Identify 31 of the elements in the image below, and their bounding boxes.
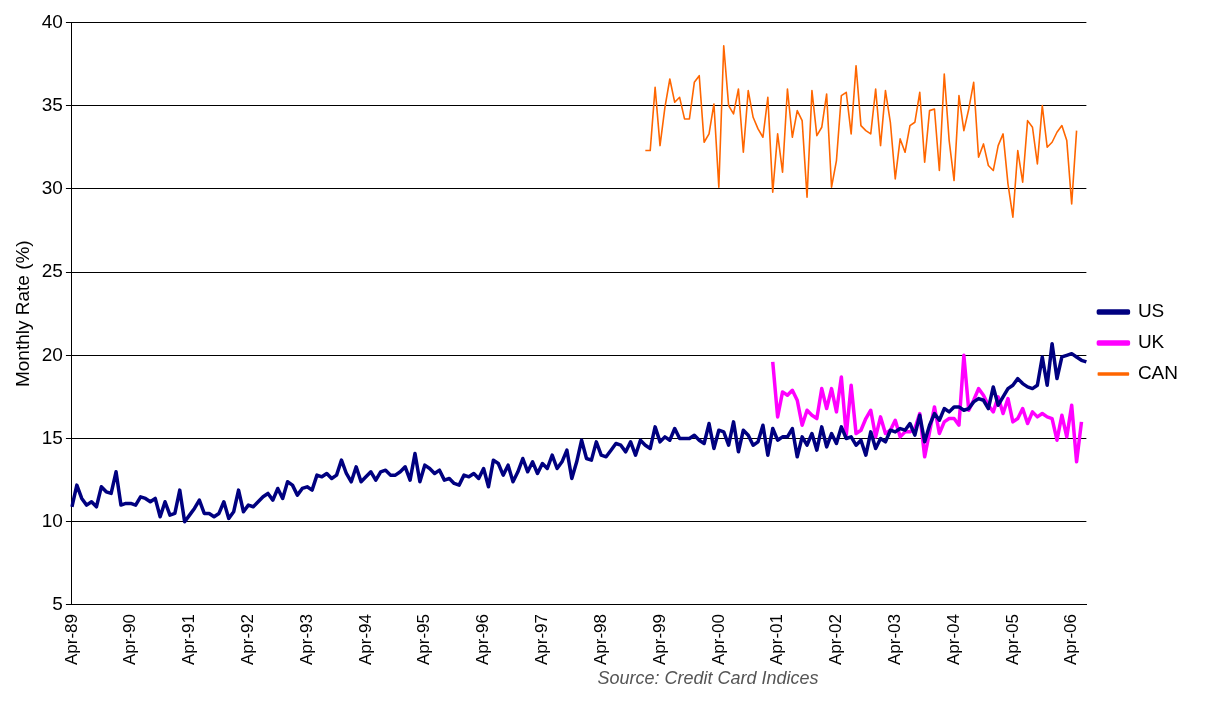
legend-label: CAN (1137, 362, 1179, 384)
x-tick-label: Apr-89 (61, 613, 81, 666)
y-tick-label: 30 (41, 177, 63, 199)
y-axis-title: Monthly Rate (%) (11, 240, 33, 388)
x-tick-label: Apr-04 (943, 613, 963, 666)
source-note: Source: Credit Card Indices (596, 668, 820, 689)
y-tick-label: 5 (52, 593, 63, 615)
x-tick-label: Apr-01 (767, 613, 787, 666)
x-tick-label: Apr-93 (296, 613, 316, 666)
y-tick-label: 20 (41, 343, 63, 365)
y-tick-label: 15 (41, 426, 63, 448)
x-tick-label: Apr-96 (473, 613, 493, 666)
y-tick-label: 35 (41, 93, 63, 115)
legend-label: US (1137, 300, 1165, 322)
x-tick-label: Apr-95 (414, 613, 434, 666)
x-tick-label: Apr-97 (532, 613, 552, 666)
x-tick-label: Apr-94 (355, 613, 375, 666)
legend-label: UK (1137, 331, 1165, 353)
x-tick-label: Apr-92 (238, 613, 258, 666)
x-tick-label: Apr-03 (884, 613, 904, 666)
x-tick-label: Apr-02 (826, 613, 846, 666)
x-tick-label: Apr-00 (708, 613, 728, 666)
y-tick-label: 40 (41, 10, 63, 32)
x-tick-label: Apr-91 (179, 613, 199, 666)
x-tick-label: Apr-99 (649, 613, 669, 666)
x-tick-label: Apr-98 (590, 613, 610, 666)
x-tick-label: Apr-06 (1061, 613, 1081, 666)
x-tick-label: Apr-90 (120, 613, 140, 666)
y-tick-label: 10 (41, 509, 63, 531)
y-tick-label: 25 (41, 260, 63, 282)
x-tick-label: Apr-05 (1002, 613, 1022, 666)
